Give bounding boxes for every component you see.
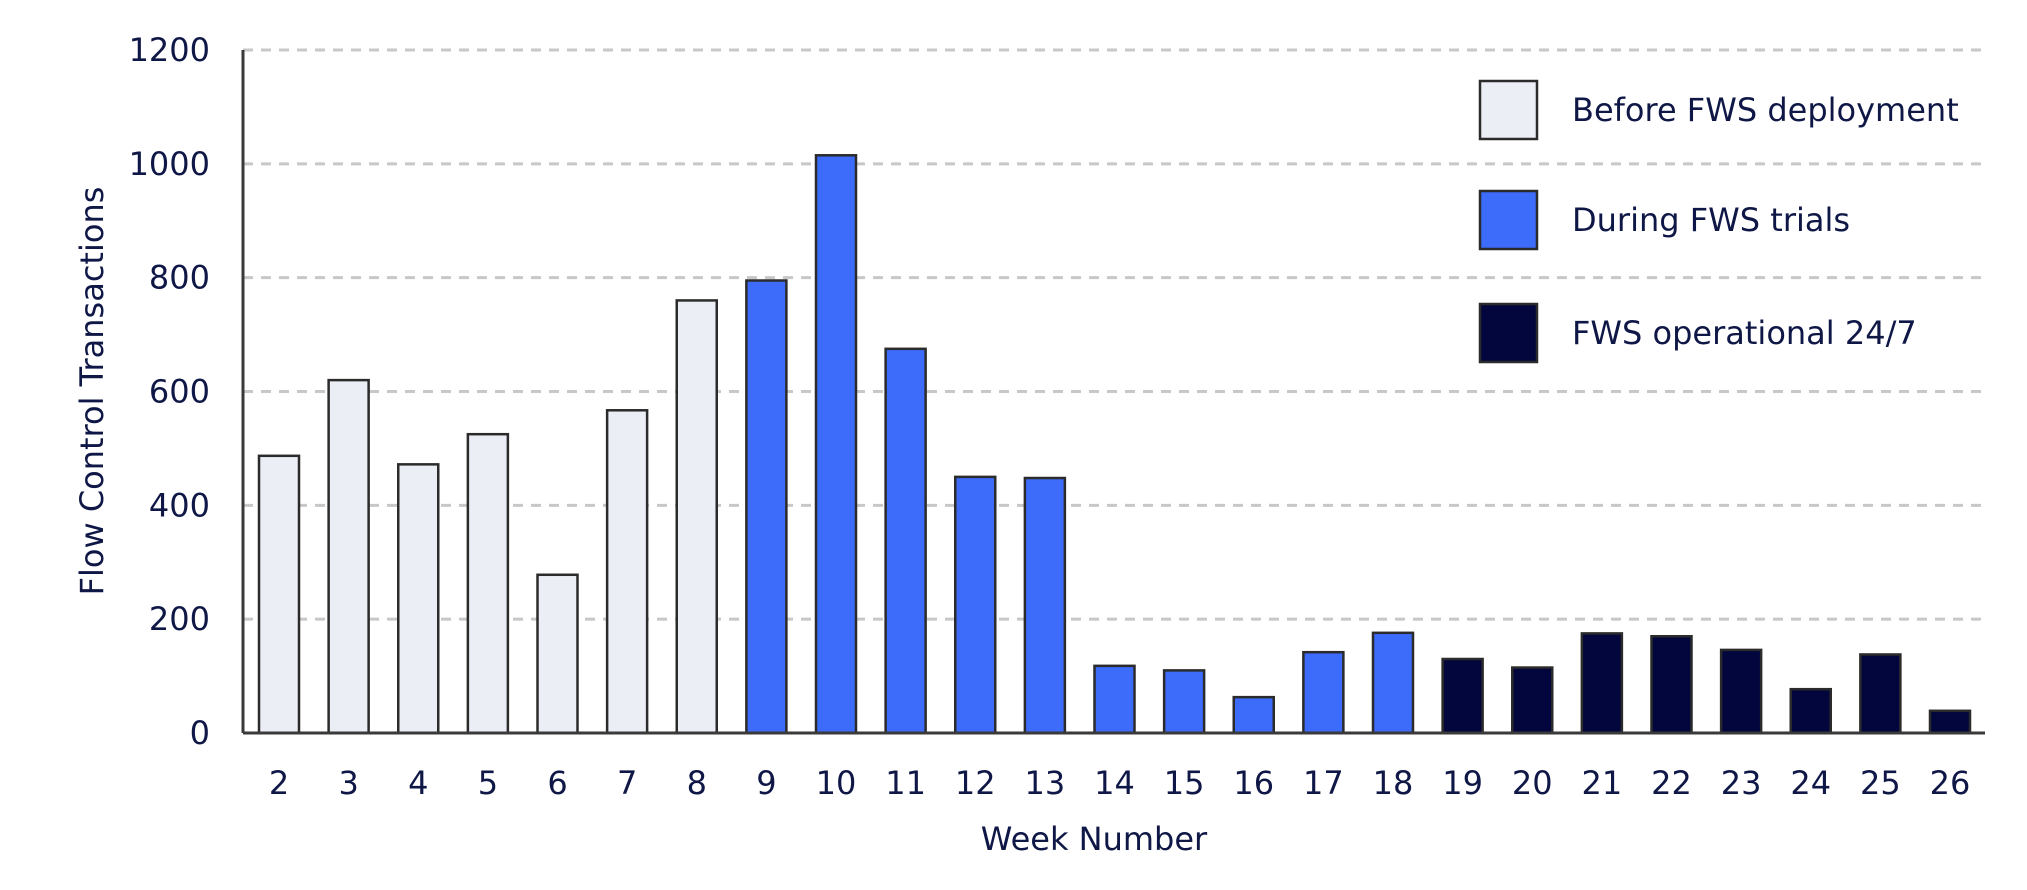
x-tick-label: 26: [1930, 764, 1971, 802]
x-tick-label: 8: [687, 764, 707, 802]
x-tick-label: 22: [1651, 764, 1692, 802]
legend: Before FWS deployment During FWS trials FW…: [1478, 79, 1959, 364]
bars: [257, 154, 1972, 735]
x-tick-label: 24: [1790, 764, 1831, 802]
bar-week-23: [1719, 648, 1763, 735]
y-tick-label: 1200: [129, 31, 210, 69]
x-tick-label: 16: [1233, 764, 1274, 802]
x-tick-label: 10: [816, 764, 857, 802]
x-tick-label: 19: [1442, 764, 1483, 802]
x-tick-label: 18: [1373, 764, 1414, 802]
bar-week-26: [1928, 709, 1972, 735]
bar-week-16: [1232, 695, 1275, 735]
axes: [241, 50, 1985, 735]
bar-week-9: [745, 279, 788, 735]
x-tick-label: 21: [1582, 764, 1623, 802]
x-tick-label: 11: [885, 764, 926, 802]
bar-week-3: [327, 378, 370, 735]
y-tick-label: 800: [149, 259, 210, 297]
x-tick-label: 2: [269, 764, 289, 802]
bar-week-19: [1441, 657, 1484, 735]
legend-swatch: [1478, 302, 1539, 364]
x-tick-label: 14: [1094, 764, 1135, 802]
y-tick-label: 0: [190, 714, 210, 752]
legend-label: During FWS trials: [1572, 201, 1850, 239]
bar-week-6: [536, 573, 579, 735]
x-tick-label: 17: [1303, 764, 1344, 802]
y-axis-title: Flow Control Transactions: [73, 187, 111, 596]
y-tick-labels: 0 200 400 600 800 1000 1200: [129, 31, 210, 752]
x-tick-label: 5: [478, 764, 498, 802]
x-tick-label: 3: [338, 764, 358, 802]
x-tick-label: 6: [547, 764, 567, 802]
bar-week-21: [1580, 632, 1624, 735]
x-tick-label: 25: [1860, 764, 1901, 802]
bar-week-7: [605, 409, 649, 735]
bar-week-4: [397, 463, 440, 735]
x-axis-title: Week Number: [981, 820, 1208, 858]
legend-swatch: [1478, 189, 1539, 251]
y-tick-label: 600: [149, 373, 210, 411]
bar-week-17: [1302, 650, 1345, 735]
bar-week-24: [1789, 687, 1832, 735]
bar-week-5: [466, 432, 510, 735]
x-tick-label: 12: [955, 764, 996, 802]
bar-week-11: [884, 347, 927, 735]
legend-label: FWS operational 24/7: [1572, 314, 1917, 352]
bar-week-2: [257, 454, 301, 735]
x-tick-label: 7: [617, 764, 637, 802]
bar-week-8: [675, 299, 718, 735]
bar-week-20: [1511, 666, 1554, 735]
bar-week-25: [1859, 653, 1902, 735]
bar-week-13: [1023, 476, 1067, 735]
x-tick-label: 9: [756, 764, 776, 802]
y-tick-label: 400: [149, 486, 210, 524]
x-tick-labels: 2 3 4 5 6 7 8 9 10 11 12 13 14 15 16 17 18 19 20 21 22 23 24 25…: [269, 764, 1971, 802]
bar-week-15: [1162, 669, 1206, 735]
gridlines: [243, 48, 1985, 621]
legend-label: Before FWS deployment: [1572, 91, 1959, 129]
x-tick-label: 4: [408, 764, 428, 802]
bar-week-12: [954, 475, 997, 735]
y-tick-label: 200: [149, 600, 210, 638]
x-tick-label: 23: [1721, 764, 1762, 802]
bar-week-10: [814, 154, 858, 735]
x-tick-label: 13: [1025, 764, 1066, 802]
bar-week-22: [1650, 634, 1693, 735]
bar-week-18: [1371, 631, 1415, 735]
x-tick-label: 15: [1164, 764, 1205, 802]
legend-swatch: [1478, 79, 1539, 141]
x-tick-label: 20: [1512, 764, 1553, 802]
y-tick-label: 1000: [129, 145, 210, 183]
bar-week-14: [1093, 664, 1136, 735]
